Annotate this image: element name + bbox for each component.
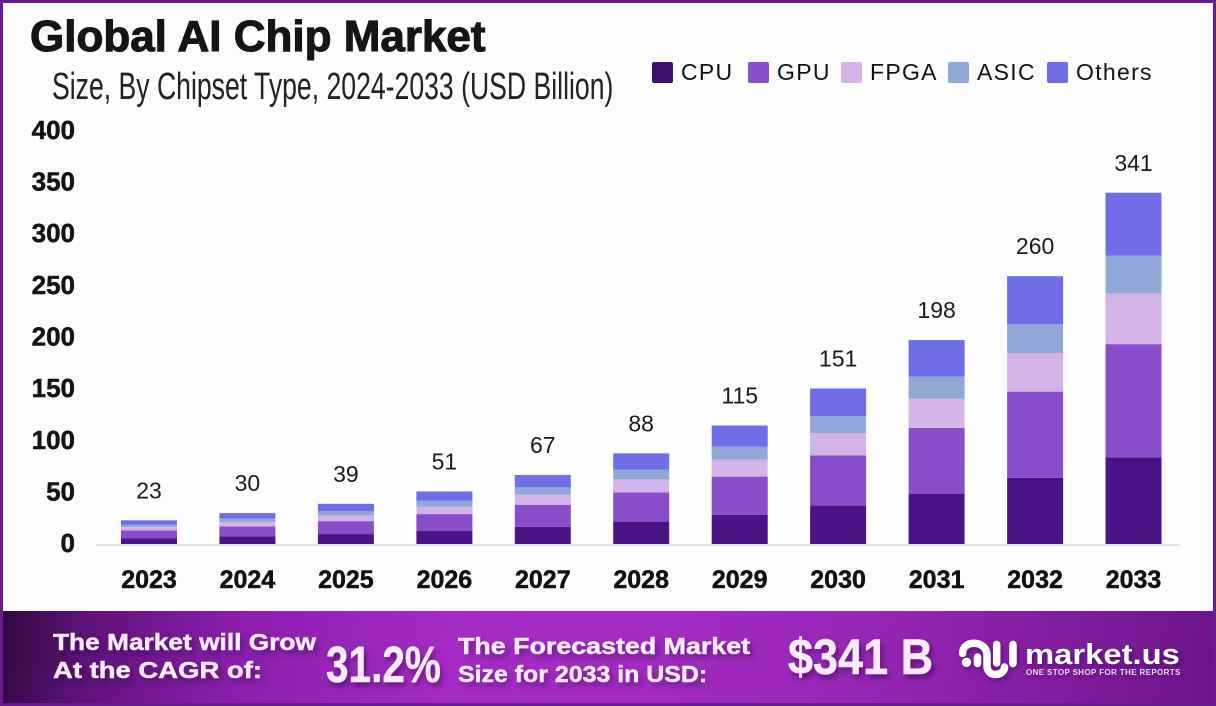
svg-text:300: 300: [32, 218, 75, 248]
svg-text:2028: 2028: [613, 566, 669, 594]
svg-text:2029: 2029: [712, 566, 768, 594]
svg-text:51: 51: [432, 449, 458, 475]
svg-text:250: 250: [32, 270, 75, 300]
svg-text:260: 260: [1016, 233, 1054, 259]
svg-text:2030: 2030: [810, 566, 866, 594]
svg-text:2023: 2023: [121, 566, 177, 594]
svg-text:67: 67: [530, 432, 556, 458]
svg-text:2024: 2024: [220, 566, 276, 594]
svg-text:350: 350: [32, 167, 75, 197]
svg-text:39: 39: [333, 461, 359, 487]
svg-text:150: 150: [32, 373, 75, 403]
svg-text:200: 200: [32, 322, 75, 352]
svg-text:2027: 2027: [515, 566, 571, 594]
svg-text:2025: 2025: [318, 566, 374, 594]
svg-text:2032: 2032: [1007, 566, 1063, 594]
svg-text:115: 115: [721, 383, 758, 409]
svg-text:88: 88: [628, 410, 654, 436]
svg-text:2033: 2033: [1106, 566, 1162, 594]
svg-text:341: 341: [1114, 150, 1152, 176]
svg-text:151: 151: [819, 346, 857, 372]
svg-text:30: 30: [235, 470, 261, 496]
svg-text:0: 0: [61, 528, 75, 558]
svg-text:198: 198: [917, 297, 955, 323]
svg-text:2031: 2031: [909, 566, 965, 594]
svg-text:50: 50: [46, 476, 75, 506]
svg-text:400: 400: [32, 115, 75, 145]
svg-text:23: 23: [136, 477, 162, 503]
svg-text:2026: 2026: [417, 566, 473, 594]
svg-text:100: 100: [32, 425, 75, 455]
